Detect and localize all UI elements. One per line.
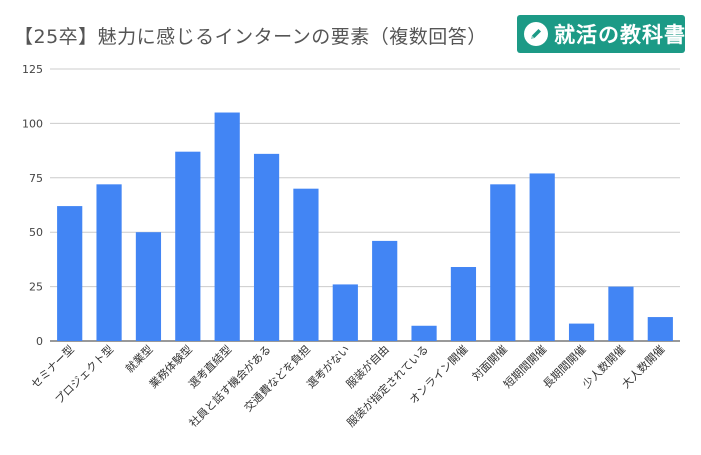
- x-category-label: 就業型: [122, 342, 155, 375]
- brand-logo: 就活の教科書: [517, 15, 685, 53]
- bar: [490, 184, 516, 341]
- y-tick-label: 100: [22, 117, 43, 130]
- y-tick-label: 75: [29, 172, 43, 185]
- bar: [96, 184, 122, 341]
- chart-title: 【25卒】魅力に感じるインターンの要素（複数回答）: [14, 26, 487, 48]
- bar: [214, 112, 240, 342]
- brand-logo-text: 就活の教科書: [554, 23, 686, 47]
- bar: [57, 206, 83, 341]
- bar: [647, 317, 673, 341]
- x-category-label: 交通費などを負担: [241, 342, 313, 414]
- bar: [175, 151, 201, 341]
- y-tick-label: 50: [29, 226, 43, 239]
- x-category-label: 大人数開催: [619, 342, 668, 391]
- bar: [135, 232, 162, 341]
- bar: [450, 267, 477, 341]
- bar: [293, 188, 319, 341]
- bar: [529, 173, 555, 341]
- y-tick-label: 25: [29, 281, 43, 294]
- y-tick-label: 125: [22, 63, 43, 76]
- bar: [411, 325, 437, 341]
- bar: [372, 240, 398, 341]
- x-category-label: 対面開催: [469, 342, 510, 383]
- bar: [568, 323, 595, 341]
- bar: [253, 153, 280, 341]
- bar: [608, 286, 634, 341]
- bar: [332, 284, 358, 341]
- pencil-circle-icon: [524, 22, 548, 46]
- y-tick-label: 0: [36, 335, 43, 348]
